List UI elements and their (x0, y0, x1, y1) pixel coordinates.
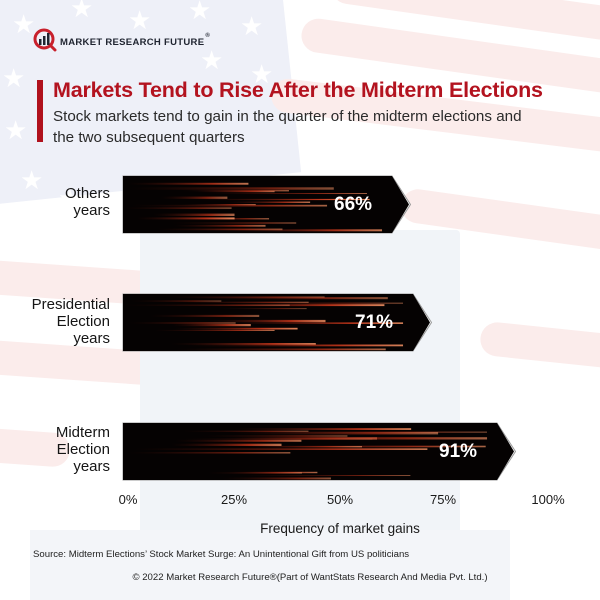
bar-shape (122, 293, 433, 352)
bar-presidential-election-years: 71% (122, 293, 433, 352)
star-icon: ★ (70, 0, 94, 24)
category-label-midterm: Midterm Election years (55, 424, 110, 475)
star-icon: ★ (2, 64, 26, 94)
bar-value-label: 66% (334, 193, 373, 215)
bar-value-label: 71% (355, 311, 394, 333)
source-note: Source: Midterm Elections’ Stock Market … (33, 549, 410, 560)
category-label-others: Others years (64, 185, 110, 219)
star-icon: ★ (58, 184, 82, 214)
brand-name: MARKET RESEARCH FUTURE® (60, 32, 211, 48)
bar-shape (122, 422, 517, 481)
x-axis-label: Frequency of market gains (260, 521, 420, 536)
title-accent-bar (37, 80, 43, 142)
x-tick-25: 25% (220, 492, 248, 507)
brand-logo: MARKET RESEARCH FUTURE® (33, 28, 210, 52)
x-tick-0: 0% (118, 492, 138, 507)
copyright-note: © 2022 Market Research Future®(Part of W… (132, 572, 488, 583)
star-icon: ★ (4, 116, 28, 146)
bar-value-label: 91% (439, 440, 478, 462)
star-icon: ★ (20, 166, 44, 196)
star-icon: ★ (250, 60, 274, 90)
x-tick-50: 50% (326, 492, 354, 507)
bar-others-years: 66% (122, 175, 412, 234)
chart-subtitle: Stock markets tend to gain in the quarte… (53, 108, 522, 146)
star-icon: ★ (200, 46, 224, 76)
chart-title: Markets Tend to Rise After the Midterm E… (53, 78, 543, 102)
star-icon: ★ (128, 6, 152, 36)
bar-shape (122, 175, 412, 234)
star-icon: ★ (240, 12, 264, 42)
star-icon: ★ (188, 0, 212, 26)
footer-panel (30, 530, 510, 600)
x-tick-100: 100% (531, 492, 565, 507)
x-tick-75: 75% (429, 492, 457, 507)
bar-midterm-election-years: 91% (122, 422, 517, 481)
star-icon: ★ (12, 10, 36, 40)
magnifier-chart-icon (33, 28, 57, 52)
ballot-box-shape (140, 230, 460, 570)
category-label-presidential: Presidential Election years (31, 296, 110, 347)
